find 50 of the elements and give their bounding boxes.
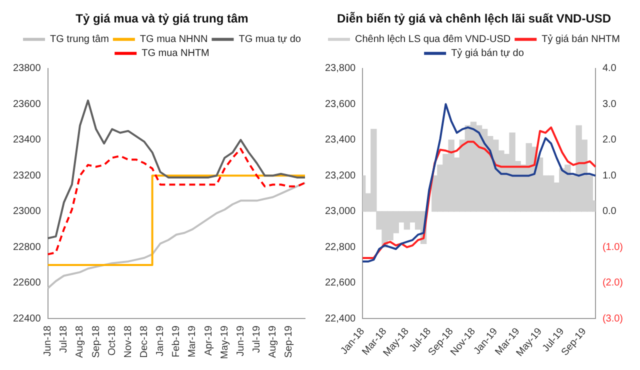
chart-title: Tỷ giá mua và tỷ giá trung tâm [76,12,248,26]
x-tick-label: Dec-18 [139,325,150,358]
y-tick-label: 22600 [12,278,42,289]
legend-label: Tỷ giá bán NHTM [542,34,620,46]
y2-tick-label: 0.0 [602,206,617,218]
y-tick-label: 23,000 [324,206,356,218]
x-tick-label: May-19 [219,325,230,360]
x-tick-label: Jan-19 [155,325,166,356]
x-tick-label: Apr-19 [203,325,214,356]
legend-label: Tỷ giá bán tự do [451,48,524,60]
y-tick-label: 22,600 [324,278,356,289]
x-tick-label: Feb-19 [171,325,182,358]
y2-tick-label: (2.0) [602,278,623,289]
x-tick-label: Jul-19 [252,325,263,353]
y-tick-label: 22800 [12,242,42,253]
y-tick-label: 22,400 [324,313,356,324]
y2-tick-label: (3.0) [602,313,623,324]
y-tick-label: 23800 [12,63,42,74]
y-tick-label: 23,200 [324,170,356,182]
legend-label: TG mua NHNN [140,34,208,46]
x-tick-label: Jun-19 [235,325,246,356]
y-tick-label: 22400 [12,313,42,324]
x-tick-label: Jun-18 [42,325,54,356]
x-tick-label: Oct-18 [106,325,118,356]
x-tick-label: Jul-18 [58,325,70,353]
x-tick-label: Mar-19 [187,325,198,358]
legend-label: TG mua NHTM [142,48,210,60]
legend-label: Chênh lệch LS qua đêm VND-USD [355,34,511,46]
line-series [46,148,306,256]
y-tick-label: 23400 [12,134,42,146]
legend-label: TG mua tự do [238,34,302,46]
y2-tick-label: (1.0) [602,242,623,253]
y-tick-label: 22,800 [324,242,356,253]
x-tick-label: Sep-19 [284,325,295,358]
x-tick-label: Aug-19 [268,325,279,358]
x-tick-label: Aug-18 [74,325,86,358]
y-tick-label: 23,600 [324,98,356,110]
y-tick-label: 23,400 [324,134,356,146]
x-tick-label: Sep-18 [90,325,102,358]
y-tick-label: 23,800 [324,63,356,74]
y2-tick-label: 4.0 [602,63,617,74]
y2-tick-label: 2.0 [602,134,617,146]
y-tick-label: 23200 [12,170,42,182]
chart-title: Diễn biến tỷ giá và chênh lệch lãi suất VND-USD [336,12,612,26]
legend-label: TG trung tâm [50,34,109,46]
x-tick-label: Nov-18 [122,325,134,358]
y-tick-label: 23600 [12,98,42,110]
y2-tick-label: 3.0 [602,98,617,110]
y2-tick-label: 1.0 [602,170,617,182]
y-tick-label: 23000 [12,206,42,218]
